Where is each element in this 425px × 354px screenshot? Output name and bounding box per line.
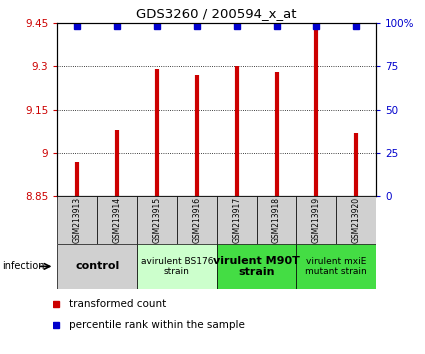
Text: GSM213915: GSM213915 — [153, 197, 162, 244]
Text: GSM213919: GSM213919 — [312, 197, 321, 244]
Bar — [217, 244, 296, 289]
Bar — [137, 244, 217, 289]
Bar — [336, 196, 376, 244]
Text: percentile rank within the sample: percentile rank within the sample — [69, 320, 245, 330]
Bar — [217, 196, 257, 244]
Text: infection: infection — [2, 261, 45, 272]
Bar — [57, 196, 97, 244]
Text: GSM213913: GSM213913 — [73, 197, 82, 244]
Bar — [257, 196, 296, 244]
Text: transformed count: transformed count — [69, 299, 167, 309]
Text: GSM213916: GSM213916 — [193, 197, 201, 244]
Text: GSM213914: GSM213914 — [113, 197, 122, 244]
Text: GSM213920: GSM213920 — [352, 197, 361, 244]
Text: virulent mxiE
mutant strain: virulent mxiE mutant strain — [306, 257, 367, 276]
Bar — [97, 196, 137, 244]
Text: GSM213918: GSM213918 — [272, 198, 281, 243]
Text: control: control — [75, 261, 119, 272]
Bar — [296, 244, 376, 289]
Text: GSM213917: GSM213917 — [232, 197, 241, 244]
Text: avirulent BS176
strain: avirulent BS176 strain — [141, 257, 213, 276]
Title: GDS3260 / 200594_x_at: GDS3260 / 200594_x_at — [136, 7, 297, 21]
Text: virulent M90T
strain: virulent M90T strain — [213, 256, 300, 277]
Bar — [57, 244, 137, 289]
Bar — [296, 196, 336, 244]
Bar — [177, 196, 217, 244]
Bar — [137, 196, 177, 244]
